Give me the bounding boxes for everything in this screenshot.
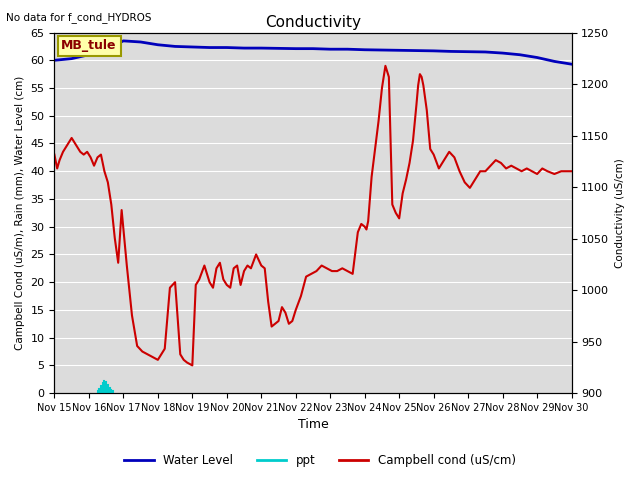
Text: No data for f_cond_HYDROS: No data for f_cond_HYDROS — [6, 12, 152, 23]
Text: MB_tule: MB_tule — [61, 39, 117, 52]
Y-axis label: Conductivity (uS/cm): Conductivity (uS/cm) — [615, 158, 625, 268]
Y-axis label: Campbell Cond (uS/m), Rain (mm), Water Level (cm): Campbell Cond (uS/m), Rain (mm), Water L… — [15, 76, 25, 350]
Legend: Water Level, ppt, Campbell cond (uS/cm): Water Level, ppt, Campbell cond (uS/cm) — [119, 449, 521, 472]
Title: Conductivity: Conductivity — [265, 15, 361, 30]
X-axis label: Time: Time — [298, 419, 328, 432]
